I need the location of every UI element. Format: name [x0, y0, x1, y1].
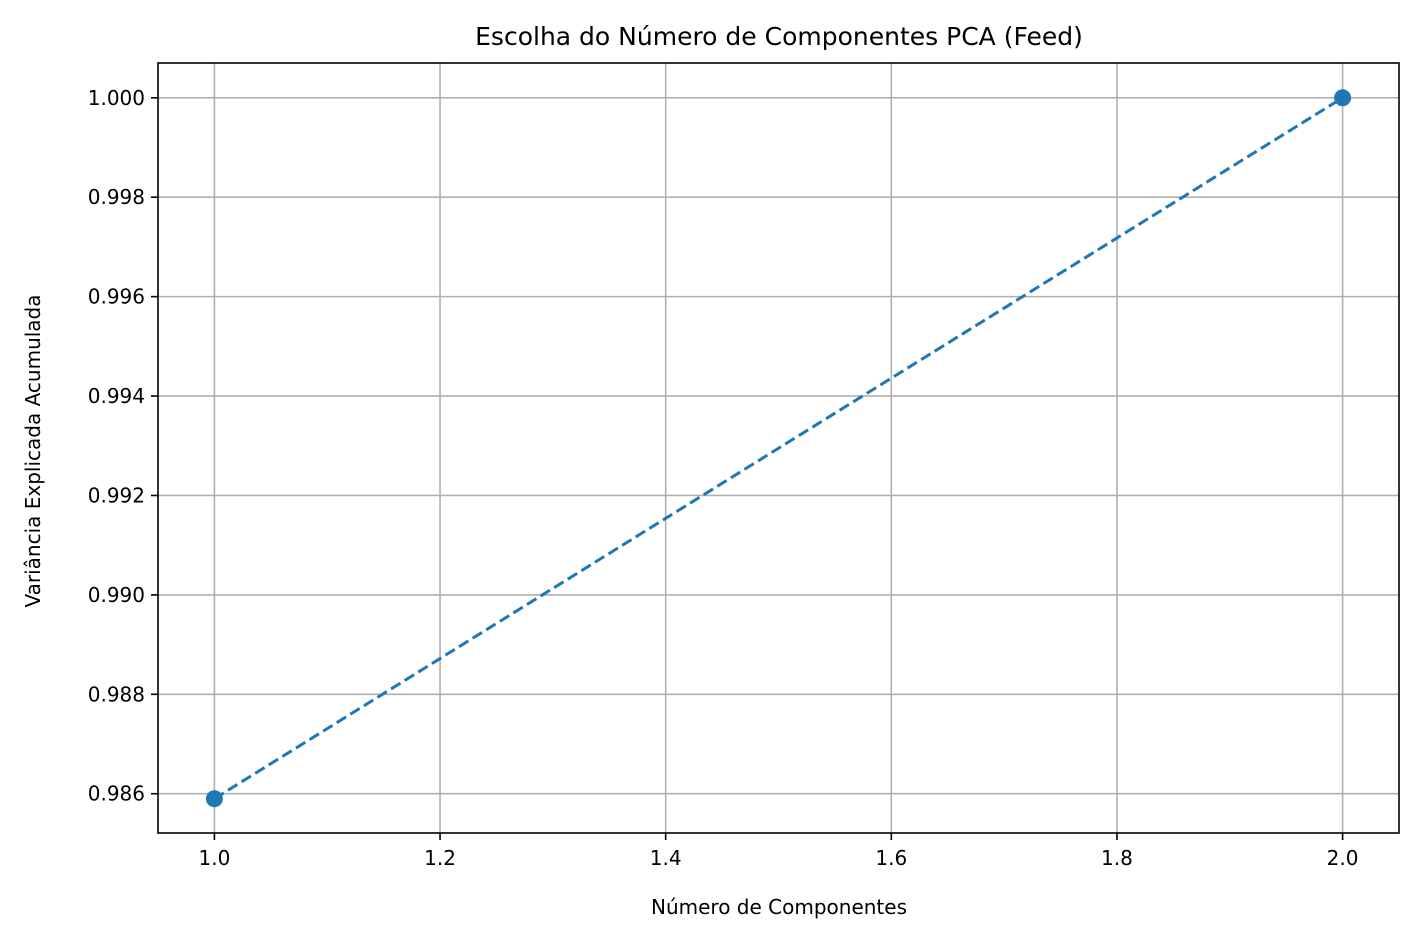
x-tick-label: 1.8 — [1101, 846, 1133, 870]
y-tick-label: 0.988 — [88, 682, 145, 706]
x-tick-label: 2.0 — [1327, 846, 1359, 870]
y-tick-label: 0.990 — [88, 583, 145, 607]
series-line — [213, 96, 1344, 800]
y-tick-label: 0.998 — [88, 185, 145, 209]
series-layer — [205, 89, 1352, 808]
data-point — [205, 790, 223, 808]
y-tick-label: 0.994 — [88, 384, 145, 408]
grid-lines — [158, 63, 1399, 833]
y-tick-label: 0.992 — [88, 483, 145, 507]
x-tick-label: 1.0 — [199, 846, 231, 870]
chart-title: Escolha do Número de Componentes PCA (Fe… — [475, 22, 1083, 51]
x-axis-label: Número de Componentes — [651, 895, 907, 919]
x-tick-label: 1.2 — [424, 846, 456, 870]
data-point — [1334, 89, 1352, 107]
x-tick-label: 1.4 — [650, 846, 682, 870]
x-tick-label: 1.6 — [875, 846, 907, 870]
axis-ticks: 1.0 1.2 1.4 1.6 1.8 2.0 0.986 0.988 0.990 0.992 0.… — [88, 86, 1359, 870]
y-axis-label: Variância Explicada Acumulada — [21, 294, 45, 607]
plot-area-frame — [157, 62, 1400, 834]
y-tick-label: 1.000 — [88, 86, 145, 110]
y-tick-label: 0.986 — [88, 782, 145, 806]
y-tick-label: 0.996 — [88, 285, 145, 309]
